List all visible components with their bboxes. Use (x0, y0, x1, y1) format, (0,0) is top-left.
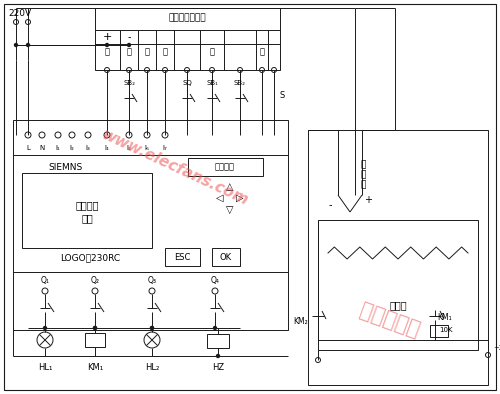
Bar (188, 158, 263, 176)
Circle shape (213, 326, 217, 330)
Text: ESC: ESC (174, 253, 190, 262)
Bar (430, 325, 448, 337)
Text: 液晶显示: 液晶显示 (75, 200, 99, 210)
Text: 中: 中 (210, 48, 214, 56)
Circle shape (150, 326, 154, 330)
Text: 偶: 偶 (360, 180, 366, 190)
Text: I₄: I₄ (104, 145, 110, 151)
Text: I₃: I₃ (86, 145, 90, 151)
Text: I₅: I₅ (126, 145, 132, 151)
Bar (207, 334, 229, 348)
Circle shape (26, 43, 30, 47)
Text: HL₁: HL₁ (38, 364, 52, 372)
Bar (165, 248, 200, 266)
Text: I₁: I₁ (56, 145, 60, 151)
Circle shape (105, 43, 109, 47)
Text: 通讯接口: 通讯接口 (215, 162, 235, 171)
Text: Q₃: Q₃ (148, 275, 156, 284)
Circle shape (216, 354, 220, 358)
Text: 总: 总 (126, 48, 132, 56)
Text: SB₂: SB₂ (123, 80, 135, 86)
Text: HZ: HZ (212, 364, 224, 372)
Text: +: + (364, 195, 372, 205)
Text: 低: 低 (144, 48, 150, 56)
Text: △: △ (226, 182, 234, 192)
Circle shape (43, 326, 47, 330)
Text: Q₄: Q₄ (210, 275, 220, 284)
Text: I₇: I₇ (162, 145, 168, 151)
Circle shape (93, 326, 97, 330)
Text: KM₂: KM₂ (293, 318, 308, 327)
Text: N: N (40, 145, 44, 151)
Text: 高: 高 (104, 48, 110, 56)
Text: 温度指示调节仪: 温度指示调节仪 (168, 13, 206, 22)
Text: KM₁: KM₁ (87, 364, 103, 372)
Text: +: + (102, 32, 112, 42)
Bar (13, 120, 288, 330)
Bar (318, 220, 478, 350)
Bar (85, 333, 105, 347)
Text: 面板: 面板 (81, 213, 93, 223)
Bar (308, 130, 488, 385)
Text: www.elecfans.com: www.elecfans.com (100, 127, 250, 209)
Text: SIEMNS: SIEMNS (48, 162, 82, 171)
Text: ~220V: ~220V (493, 345, 500, 351)
Text: LOGO！230RC: LOGO！230RC (60, 253, 120, 262)
Text: 相: 相 (260, 48, 264, 56)
Text: HL₂: HL₂ (145, 364, 159, 372)
Text: Q₂: Q₂ (90, 275, 100, 284)
Text: Q₁: Q₁ (40, 275, 50, 284)
Circle shape (150, 326, 154, 330)
Text: I₆: I₆ (144, 145, 150, 151)
Text: 10K: 10K (440, 327, 453, 333)
Text: -: - (127, 32, 131, 42)
Text: SQ: SQ (182, 80, 192, 86)
Circle shape (127, 43, 131, 47)
Text: L: L (26, 145, 30, 151)
Text: 热: 热 (360, 160, 366, 169)
Text: ◁: ◁ (216, 193, 224, 203)
Text: SB₂: SB₂ (234, 80, 246, 86)
Text: 短: 短 (162, 48, 168, 56)
Text: S: S (280, 91, 284, 100)
Text: 加热炉: 加热炉 (389, 300, 407, 310)
Text: KM₁: KM₁ (438, 314, 452, 323)
Circle shape (14, 43, 18, 47)
Bar (95, 8, 280, 70)
Text: I₂: I₂ (70, 145, 74, 151)
Text: ▷: ▷ (236, 193, 244, 203)
Text: -: - (328, 200, 332, 210)
Circle shape (93, 326, 97, 330)
Text: OK: OK (220, 253, 232, 262)
Text: 220V: 220V (8, 9, 32, 17)
Text: SB₁: SB₁ (206, 80, 218, 86)
Bar (212, 248, 240, 266)
Text: 电: 电 (360, 171, 366, 180)
Bar (22, 173, 152, 248)
Text: ▽: ▽ (226, 205, 234, 215)
Text: 电子发烧友: 电子发烧友 (357, 300, 423, 340)
